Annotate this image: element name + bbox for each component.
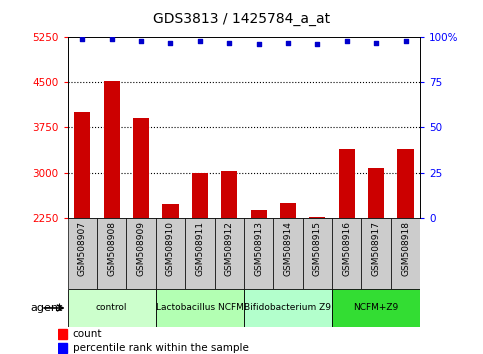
Text: Bifidobacterium Z9: Bifidobacterium Z9 [244, 303, 331, 313]
Point [108, 36, 115, 42]
Text: GSM508911: GSM508911 [195, 221, 204, 276]
Text: percentile rank within the sample: percentile rank within the sample [73, 343, 249, 353]
Text: GDS3813 / 1425784_a_at: GDS3813 / 1425784_a_at [153, 12, 330, 27]
Bar [68, 218, 97, 289]
Text: GSM508909: GSM508909 [137, 221, 145, 276]
Bar [74, 113, 90, 353]
Bar [104, 81, 120, 353]
Point [402, 38, 410, 44]
Text: GSM508910: GSM508910 [166, 221, 175, 276]
Text: GSM508918: GSM508918 [401, 221, 410, 276]
Bar [273, 218, 303, 289]
Text: GSM508908: GSM508908 [107, 221, 116, 276]
Text: NCFM+Z9: NCFM+Z9 [354, 303, 399, 313]
Text: GSM508912: GSM508912 [225, 221, 234, 276]
Text: agent: agent [30, 303, 63, 313]
Bar [244, 218, 273, 289]
Point [255, 41, 262, 47]
Bar [332, 289, 420, 327]
Point [313, 41, 321, 47]
Bar [192, 173, 208, 353]
Text: control: control [96, 303, 128, 313]
Bar [244, 289, 332, 327]
Bar [361, 218, 391, 289]
Bar [127, 218, 156, 289]
Text: GSM508916: GSM508916 [342, 221, 351, 276]
Bar [214, 218, 244, 289]
Bar [58, 329, 67, 339]
Bar [133, 118, 149, 353]
Bar [398, 149, 413, 353]
Text: GSM508913: GSM508913 [254, 221, 263, 276]
Point [167, 40, 174, 45]
Point [78, 36, 86, 42]
Bar [156, 218, 185, 289]
Bar [332, 218, 361, 289]
Bar [156, 289, 244, 327]
Point [372, 40, 380, 45]
Bar [339, 149, 355, 353]
Bar [97, 218, 127, 289]
Bar [251, 210, 267, 353]
Bar [368, 168, 384, 353]
Text: GSM508907: GSM508907 [78, 221, 87, 276]
Text: Lactobacillus NCFM: Lactobacillus NCFM [156, 303, 244, 313]
Bar [309, 217, 326, 353]
Bar [185, 218, 214, 289]
Bar [58, 343, 67, 353]
Bar [162, 204, 179, 353]
Text: count: count [73, 329, 102, 339]
Point [137, 38, 145, 44]
Bar [68, 289, 156, 327]
Text: GSM508917: GSM508917 [371, 221, 381, 276]
Bar [221, 171, 237, 353]
Point [284, 40, 292, 45]
Point [196, 38, 204, 44]
Point [226, 40, 233, 45]
Bar [391, 218, 420, 289]
Bar [280, 202, 296, 353]
Text: GSM508915: GSM508915 [313, 221, 322, 276]
Text: GSM508914: GSM508914 [284, 221, 293, 276]
Bar [303, 218, 332, 289]
Point [343, 38, 351, 44]
